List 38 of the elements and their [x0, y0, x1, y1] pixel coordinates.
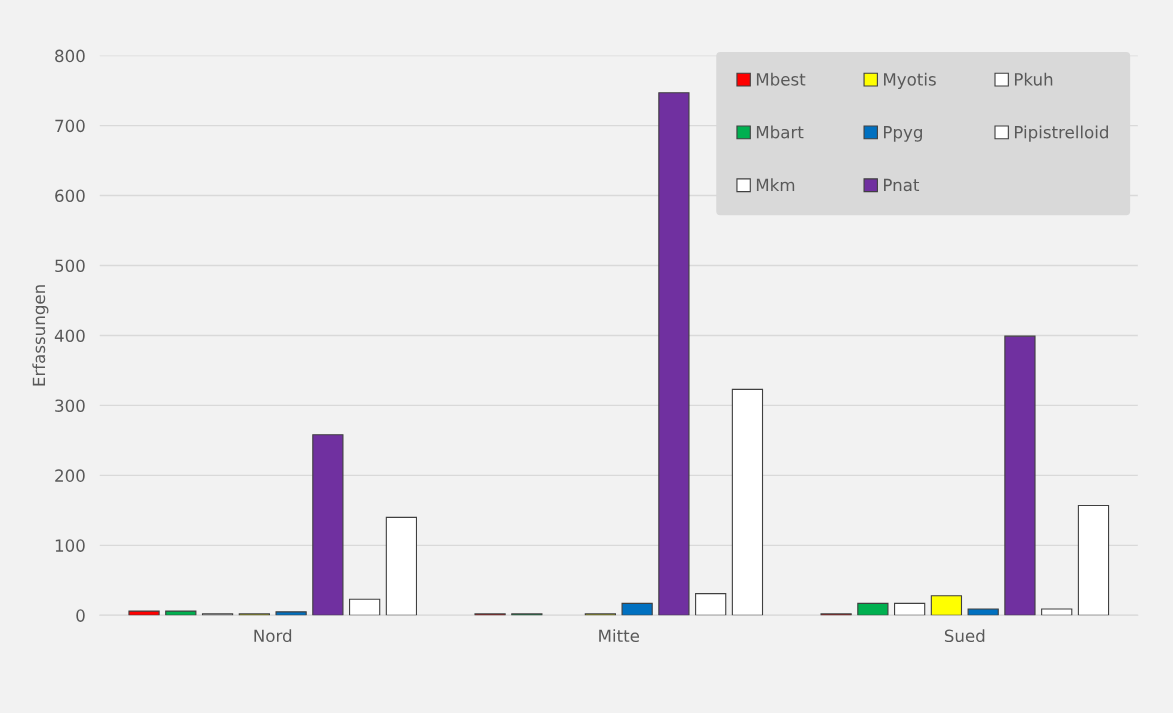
bar	[1004, 335, 1036, 616]
bar	[128, 610, 160, 616]
y-tick-label: 700	[55, 119, 85, 133]
legend-label: Mbart	[756, 125, 804, 139]
bar	[275, 611, 307, 616]
legend-label: Pkuh	[1014, 72, 1053, 86]
bar	[731, 388, 764, 616]
legend-label: Mkm	[756, 178, 795, 192]
y-tick-label: 300	[55, 399, 85, 412]
y-tick-label: 600	[55, 189, 85, 203]
legend-label: Myotis	[884, 72, 936, 89]
bar	[695, 593, 727, 616]
y-tick-label: 800	[55, 49, 85, 63]
bar	[312, 434, 344, 616]
bar	[1077, 504, 1110, 616]
bar	[165, 610, 197, 616]
x-tick-label: Mitte	[599, 629, 640, 643]
legend-label: Pnat	[884, 178, 920, 192]
x-tick-label: Nord	[254, 629, 292, 643]
bar	[1041, 608, 1073, 616]
y-axis-title: Erfassungen	[32, 285, 49, 386]
x-tick-label: Sued	[944, 629, 985, 643]
bar	[621, 602, 653, 616]
bar	[967, 608, 999, 616]
y-tick-label: 0	[76, 609, 85, 622]
legend-label: Ppyg	[884, 126, 922, 142]
bar	[349, 598, 381, 616]
y-tick-label: 200	[55, 469, 85, 482]
bar	[385, 516, 418, 616]
bar	[894, 602, 926, 616]
y-tick-label: 500	[55, 259, 85, 273]
legend-label: Mbest	[756, 72, 806, 86]
bar	[930, 595, 963, 616]
y-tick-label: 400	[54, 329, 85, 343]
bar	[658, 92, 690, 616]
legend-label: Pipistrelloid	[1014, 125, 1108, 142]
y-tick-label: 100	[55, 539, 85, 552]
bar	[857, 602, 889, 616]
